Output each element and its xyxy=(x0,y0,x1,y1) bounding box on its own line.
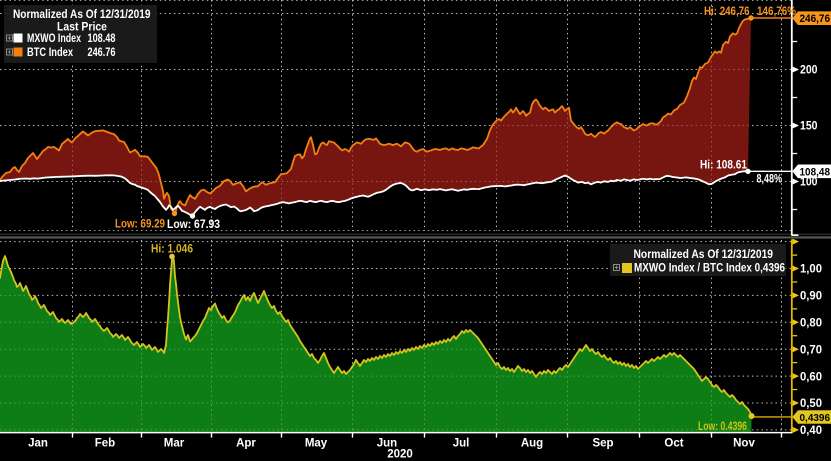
svg-text:146,76%: 146,76% xyxy=(757,6,796,18)
svg-text:Normalized As Of 12/31/2019: Normalized As Of 12/31/2019 xyxy=(634,249,774,261)
svg-text:May: May xyxy=(305,438,328,450)
svg-text:0,40: 0,40 xyxy=(800,425,822,437)
svg-text:Oct: Oct xyxy=(664,438,683,450)
svg-text:Feb: Feb xyxy=(95,438,115,450)
svg-text:Sep: Sep xyxy=(592,438,613,450)
svg-text:246.76: 246.76 xyxy=(88,47,116,59)
svg-text:0,80: 0,80 xyxy=(800,318,822,330)
svg-text:Aug: Aug xyxy=(521,438,543,450)
svg-text:BTC Index: BTC Index xyxy=(27,47,73,59)
svg-text:Normalized As Of 12/31/2019: Normalized As Of 12/31/2019 xyxy=(13,9,151,21)
svg-text:108.48: 108.48 xyxy=(88,33,116,45)
svg-text:246,76: 246,76 xyxy=(800,13,831,25)
svg-text:Low: 0.4396: Low: 0.4396 xyxy=(698,421,747,433)
svg-text:100: 100 xyxy=(800,177,818,189)
svg-text:Low: 67.93: Low: 67.93 xyxy=(167,219,220,231)
svg-text:0,60: 0,60 xyxy=(800,371,822,383)
svg-text:8,48%: 8,48% xyxy=(757,174,783,186)
svg-text:2020: 2020 xyxy=(387,449,413,461)
svg-text:Hi: 246,76: Hi: 246,76 xyxy=(704,6,750,18)
svg-text:0,70: 0,70 xyxy=(800,344,822,356)
svg-text:Jan: Jan xyxy=(28,438,48,450)
svg-text:0,4396: 0,4396 xyxy=(800,412,831,424)
svg-text:MXWO Index / BTC Index 0,4396: MXWO Index / BTC Index 0,4396 xyxy=(634,263,785,275)
svg-text:Jun: Jun xyxy=(377,438,397,450)
svg-text:1,00: 1,00 xyxy=(800,264,822,276)
svg-text:Hi: 108.61: Hi: 108.61 xyxy=(700,159,748,171)
svg-text:Apr: Apr xyxy=(236,438,256,450)
svg-text:108,48: 108,48 xyxy=(800,166,831,178)
svg-text:Mar: Mar xyxy=(164,438,185,450)
svg-text:150: 150 xyxy=(800,121,818,133)
svg-text:MXWO Index: MXWO Index xyxy=(27,33,81,45)
svg-text:0,50: 0,50 xyxy=(800,398,822,410)
svg-text:0,90: 0,90 xyxy=(800,291,822,303)
svg-text:Hi: 1.046: Hi: 1.046 xyxy=(151,244,193,256)
svg-text:200: 200 xyxy=(800,65,818,77)
svg-text:Last Price: Last Price xyxy=(57,22,107,34)
svg-text:Jul: Jul xyxy=(453,438,470,450)
svg-text:Nov: Nov xyxy=(733,438,755,450)
svg-text:Low: 69.29: Low: 69.29 xyxy=(115,219,165,231)
